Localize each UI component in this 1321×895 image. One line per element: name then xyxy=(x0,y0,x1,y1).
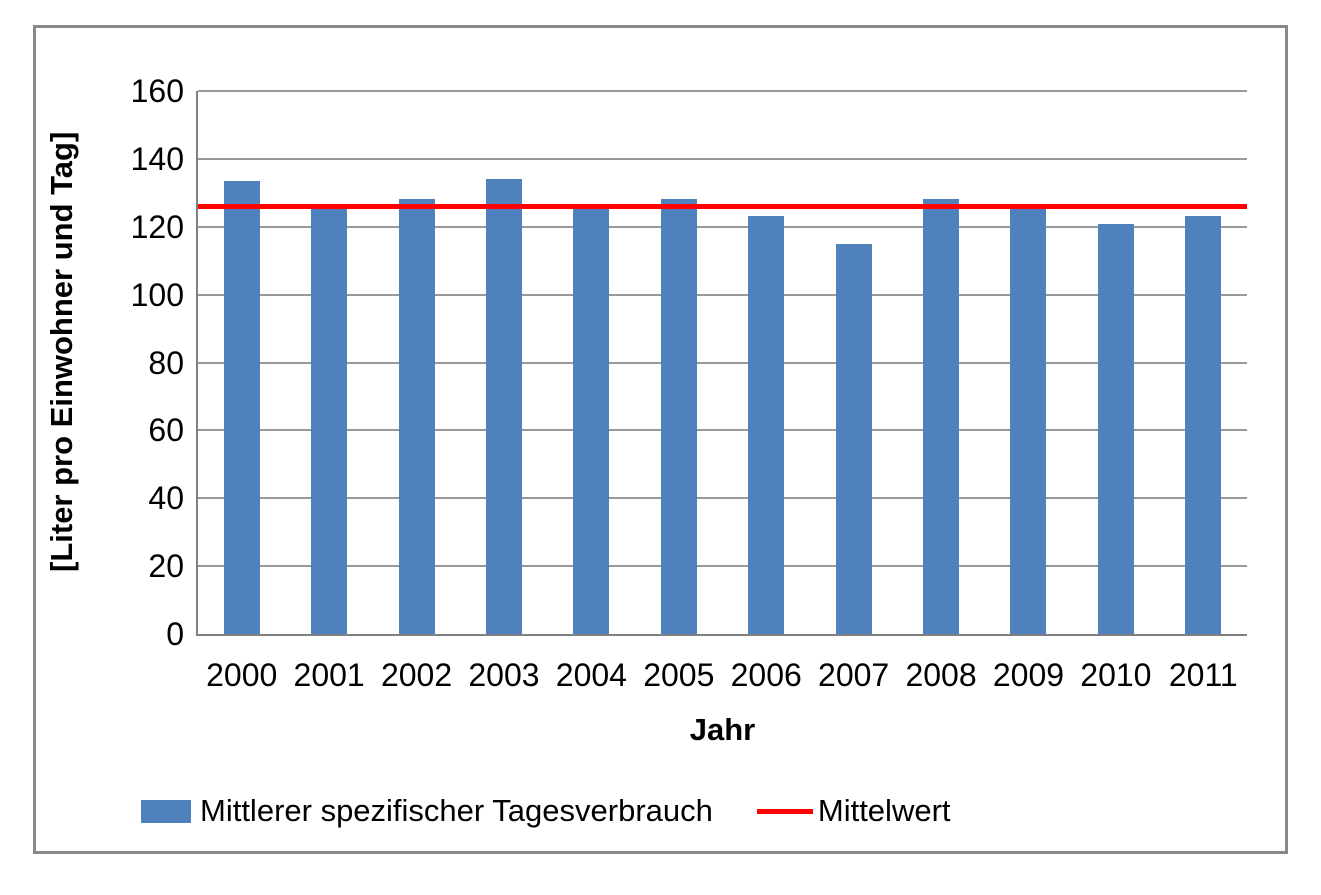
x-tick-label-2008: 2008 xyxy=(905,657,977,693)
y-tick-label-20: 20 xyxy=(148,548,184,585)
legend-item-mean: Mittelwert xyxy=(756,793,951,829)
x-tick-label-2000: 2000 xyxy=(206,657,278,693)
x-tick-label-2004: 2004 xyxy=(555,657,627,693)
legend-label: Mittelwert xyxy=(817,793,951,828)
x-tick-label-2002: 2002 xyxy=(380,657,453,693)
y-tick-label-0: 0 xyxy=(166,616,184,652)
bar-2005 xyxy=(660,198,697,634)
gridline-120 xyxy=(198,225,1247,228)
x-tick-label-2011: 2011 xyxy=(1168,657,1238,693)
x-tick-label-2005: 2005 xyxy=(643,657,715,693)
bar-2008 xyxy=(923,199,960,634)
y-tick-label-100: 100 xyxy=(130,276,184,313)
bar-2006 xyxy=(748,215,785,634)
mean-line xyxy=(198,203,1247,209)
line-swatch-icon xyxy=(756,808,813,814)
bar-swatch-icon xyxy=(141,799,191,823)
gridline-140 xyxy=(198,157,1247,160)
gridline-160 xyxy=(198,90,1247,92)
bar-2010 xyxy=(1097,224,1134,634)
bar-2002 xyxy=(398,198,435,634)
gridline-20 xyxy=(198,565,1247,568)
gridline-100 xyxy=(198,293,1247,296)
x-tick-label-2003: 2003 xyxy=(468,657,540,693)
y-tick-label-40: 40 xyxy=(148,480,184,517)
y-axis-tick-labels: 0 20 40 60 80 100 120 140 160 xyxy=(0,75,184,650)
bar-2009 xyxy=(1010,208,1047,634)
x-tick-label-2007: 2007 xyxy=(818,657,890,693)
x-axis-tick-labels: 2000 2001 2002 2003 2004 2005 2006 2007 2008 2009… xyxy=(198,658,1247,694)
bar-2003 xyxy=(485,178,522,634)
bar-2011 xyxy=(1185,215,1222,634)
legend: Mittlerer spezifischer Tagesverbrauch Mit… xyxy=(141,789,951,833)
bar-2000 xyxy=(223,180,260,634)
x-tick-label-2006: 2006 xyxy=(730,657,802,693)
legend-item-bars: Mittlerer spezifischer Tagesverbrauch xyxy=(141,793,713,829)
y-tick-label-60: 60 xyxy=(148,412,184,449)
x-axis-title: Jahr xyxy=(689,712,756,747)
y-tick-label-140: 140 xyxy=(130,140,184,177)
x-tick-label-2010: 2010 xyxy=(1080,657,1152,693)
gridline-80 xyxy=(198,361,1247,364)
gridline-60 xyxy=(198,429,1247,432)
legend-label: Mittlerer spezifischer Tagesverbrauch xyxy=(200,793,713,828)
bar-2004 xyxy=(573,209,610,634)
x-tick-label-2001: 2001 xyxy=(293,657,365,693)
bar-2001 xyxy=(311,209,348,634)
y-tick-label-160: 160 xyxy=(130,73,184,109)
plot-area xyxy=(196,90,1247,636)
gridline-40 xyxy=(198,497,1247,500)
x-tick-label-2009: 2009 xyxy=(992,657,1065,693)
y-tick-label-80: 80 xyxy=(148,344,184,381)
bar-2007 xyxy=(835,243,872,634)
y-tick-label-120: 120 xyxy=(130,208,184,245)
